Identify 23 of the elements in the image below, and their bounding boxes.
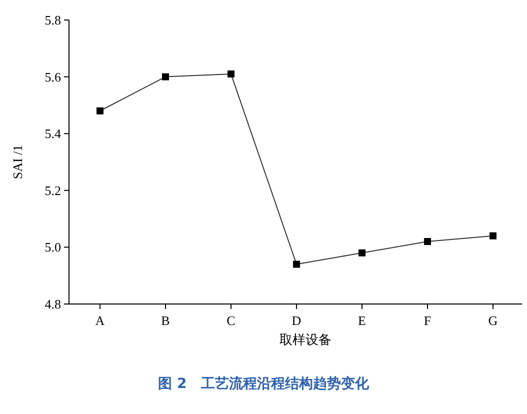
y-axis-title: SAI /1 xyxy=(10,144,25,180)
x-tick-label: C xyxy=(226,313,236,328)
point xyxy=(293,260,300,268)
y-tick-label: 5.8 xyxy=(44,12,61,28)
point xyxy=(228,70,234,78)
text: 图 2 工艺流程沿程结构趋势变化 xyxy=(158,375,370,392)
y-tick-label: 5.2 xyxy=(44,182,61,198)
y-tick-label: 5.4 xyxy=(44,126,62,142)
y-tick-label: 5.0 xyxy=(44,240,61,255)
x-tick-label: F xyxy=(424,313,432,328)
point xyxy=(96,107,104,114)
x-tick-label: E xyxy=(358,313,366,328)
x-tick-label: D xyxy=(292,313,302,328)
x-tick-label: G xyxy=(488,313,498,328)
point xyxy=(358,249,366,256)
point xyxy=(162,73,169,80)
y-tick-label: 5.6 xyxy=(44,69,62,84)
x-tick-label: A xyxy=(95,313,106,328)
x-axis-title: 取样设备 xyxy=(280,332,332,347)
y-tick-label: 4.8 xyxy=(44,296,61,312)
point xyxy=(424,238,431,246)
x-tick-label: B xyxy=(161,313,170,328)
point xyxy=(490,232,496,240)
